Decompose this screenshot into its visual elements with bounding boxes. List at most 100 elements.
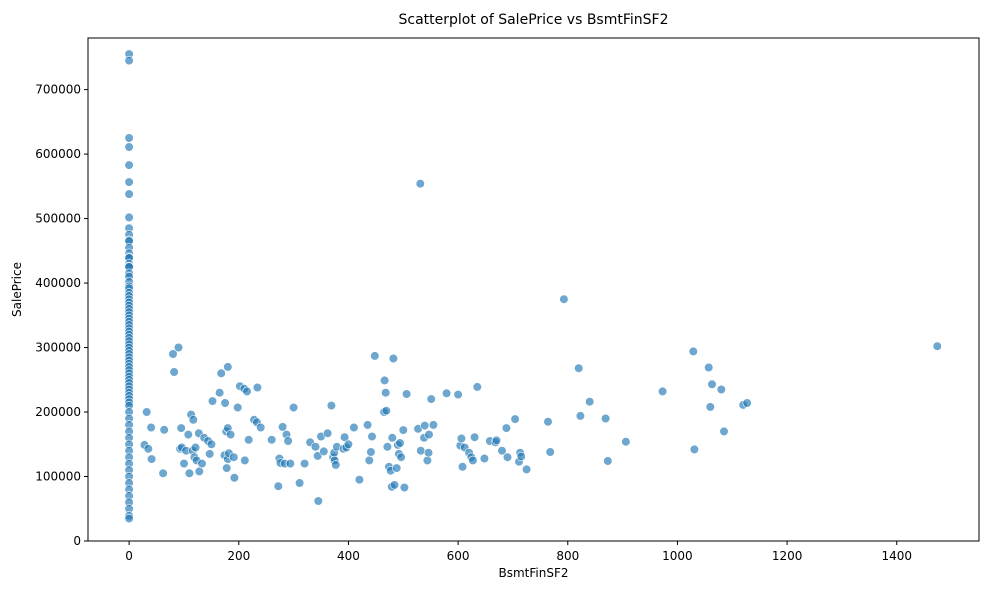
data-point — [124, 212, 134, 222]
data-point — [497, 446, 507, 456]
data-point — [142, 407, 152, 417]
data-point — [158, 468, 168, 478]
data-point — [313, 496, 323, 506]
data-point — [124, 160, 134, 170]
data-point — [521, 464, 532, 475]
data-point — [124, 142, 134, 152]
data-point — [543, 417, 553, 427]
y-tick-label: 600000 — [35, 147, 81, 161]
data-point — [575, 411, 586, 421]
data-point — [502, 452, 513, 462]
data-point — [207, 396, 218, 406]
data-point — [657, 386, 668, 397]
data-point — [574, 363, 584, 373]
y-tick-label: 500000 — [35, 212, 81, 226]
data-point — [146, 422, 156, 433]
data-point — [267, 435, 277, 445]
data-point — [416, 446, 426, 456]
data-point — [184, 468, 194, 478]
data-point — [190, 442, 201, 453]
data-point — [349, 422, 359, 433]
data-point — [402, 389, 412, 399]
data-point — [545, 447, 555, 457]
x-tick-label: 200 — [227, 549, 250, 563]
data-point — [159, 425, 169, 435]
data-point — [415, 179, 425, 189]
data-point — [742, 398, 752, 408]
data-point — [382, 442, 393, 452]
data-point — [600, 413, 611, 424]
x-tick-label: 1200 — [772, 549, 803, 563]
data-point — [428, 420, 439, 430]
data-point — [340, 432, 350, 442]
data-point — [273, 481, 283, 491]
data-point — [392, 463, 402, 473]
data-point — [197, 459, 207, 469]
data-point — [453, 390, 463, 400]
y-tick-label: 200000 — [35, 405, 81, 419]
data-point — [216, 368, 226, 378]
data-point — [124, 189, 134, 199]
data-point — [479, 453, 490, 464]
x-tick-label: 0 — [125, 549, 133, 563]
data-point — [124, 133, 134, 143]
data-point — [252, 382, 262, 393]
data-point — [516, 451, 526, 462]
data-point — [295, 478, 305, 488]
data-point — [222, 463, 232, 473]
data-point — [278, 422, 288, 432]
data-point — [285, 459, 295, 469]
data-point — [205, 449, 215, 459]
data-point — [380, 375, 390, 386]
data-point — [300, 459, 310, 469]
data-point — [283, 436, 293, 446]
data-point — [124, 177, 134, 187]
data-point — [169, 367, 179, 377]
y-tick-label: 0 — [73, 534, 81, 548]
data-point — [422, 455, 433, 466]
y-tick-label: 400000 — [35, 276, 81, 290]
data-point — [289, 402, 299, 413]
data-point — [559, 294, 569, 304]
data-point — [331, 460, 341, 470]
x-axis-ticks: 0 200 400 600 800 1000 1200 1400 — [125, 541, 912, 563]
data-point — [343, 439, 354, 449]
data-point — [932, 341, 942, 351]
data-point — [188, 415, 198, 425]
data-point — [244, 435, 254, 445]
data-point — [183, 430, 193, 440]
data-point — [719, 426, 729, 437]
data-point — [396, 452, 406, 462]
data-point — [510, 414, 520, 424]
y-axis-ticks: 0 100000 200000 300000 400000 500000 600000 700… — [35, 83, 88, 548]
data-point — [585, 397, 595, 407]
y-tick-label: 700000 — [35, 83, 81, 97]
data-point — [704, 362, 714, 373]
data-point — [472, 382, 482, 392]
data-point — [194, 466, 204, 477]
data-point — [168, 349, 178, 359]
data-point — [363, 420, 373, 430]
data-point — [226, 430, 236, 440]
data-point — [147, 454, 157, 464]
data-point — [456, 433, 467, 444]
x-tick-label: 600 — [447, 549, 470, 563]
data-point — [319, 446, 329, 457]
data-point — [323, 428, 333, 438]
data-point — [215, 388, 225, 398]
data-point — [399, 482, 410, 493]
data-point — [621, 437, 631, 447]
x-axis-label: BsmtFinSF2 — [498, 566, 568, 580]
data-point — [468, 455, 478, 466]
data-points — [124, 49, 942, 524]
data-point — [470, 432, 480, 442]
data-point — [220, 398, 230, 408]
y-axis-label: SalePrice — [10, 262, 24, 317]
x-tick-label: 400 — [337, 549, 360, 563]
data-point — [398, 425, 408, 435]
data-point — [707, 379, 717, 389]
data-point — [501, 423, 512, 433]
data-point — [423, 448, 434, 458]
data-point — [173, 342, 184, 353]
